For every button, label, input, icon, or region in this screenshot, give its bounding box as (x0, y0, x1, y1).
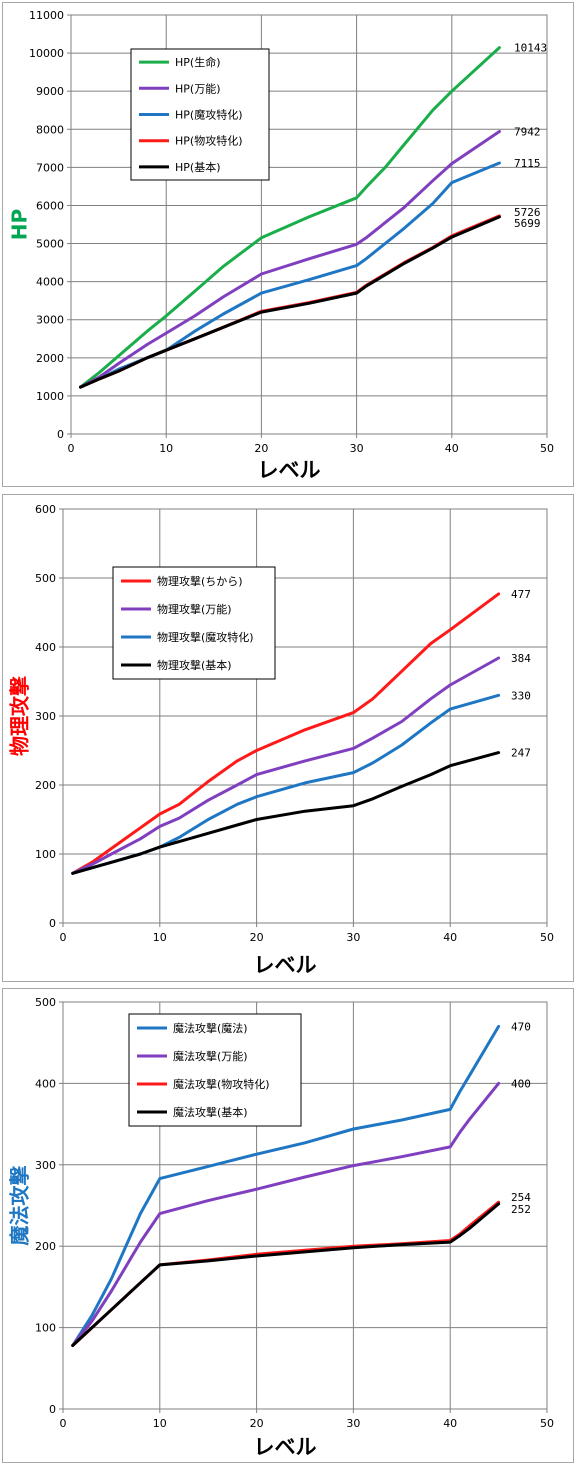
y-tick-label: 6000 (36, 199, 64, 212)
x-tick-label: 40 (445, 442, 459, 455)
y-tick-label: 400 (35, 641, 56, 654)
series-line-物理攻撃-基本 (71, 751, 501, 875)
x-tick-label: 50 (540, 931, 554, 944)
series-end-label: 254 (511, 1191, 531, 1204)
x-tick-label: 50 (540, 442, 554, 455)
hp-chart-panel: 0 1000 2000 3000 4000 5000 6000 7000 8000 9000 100… (2, 2, 574, 487)
series-end-label: 10143 (514, 42, 547, 55)
series-end-label: 252 (511, 1203, 531, 1216)
x-axis-title: レベル (258, 458, 321, 482)
x-axis-title: レベル (254, 953, 317, 977)
x-tick-label: 30 (350, 442, 364, 455)
y-tick-label: 1000 (36, 390, 64, 403)
physical-attack-chart-panel: 0 100 200 300 400 500 600 0 10 20 30 40 50 477 384 330 2… (2, 494, 574, 982)
series-end-label: 400 (511, 1077, 531, 1090)
y-tick-label: 11000 (29, 9, 64, 22)
x-tick-label: 0 (60, 1417, 67, 1430)
series-end-label: 247 (511, 747, 531, 760)
legend-entry: 物理攻撃(万能) (157, 602, 232, 616)
legend-box (112, 566, 276, 680)
legend-entry: 魔法攻撃(物攻特化) (173, 1077, 270, 1091)
y-tick-label: 3000 (36, 314, 64, 327)
series-line-HP-万能 (79, 130, 501, 389)
legend-entry: HP(生命) (175, 55, 221, 69)
y-tick-label: 200 (35, 1240, 56, 1253)
hp-chart: 0100020003000400050006000700080009000100… (8, 9, 555, 482)
y-tick-label: 600 (35, 503, 56, 516)
y-tick-label: 5000 (36, 238, 64, 251)
series-end-label: 330 (511, 689, 531, 702)
x-tick-label: 40 (443, 1417, 457, 1430)
x-tick-label: 20 (250, 931, 264, 944)
series-line-物理攻撃-ちから (71, 592, 501, 875)
legend-entry: 物理攻撃(ちから) (157, 574, 243, 588)
y-axis-title: HP (8, 209, 32, 240)
y-tick-label: 300 (35, 1159, 56, 1172)
y-tick-label: 300 (35, 710, 56, 723)
y-tick-label: 500 (35, 572, 56, 585)
x-tick-label: 10 (153, 1417, 167, 1430)
x-tick-label: 40 (443, 931, 457, 944)
physical-attack-chart: 0 100 200 300 400 500 600 0 10 20 30 40 50 477 384 330 2… (8, 503, 555, 977)
y-tick-label: 2000 (36, 352, 64, 365)
series-line-HP-基本 (79, 215, 501, 389)
series-line-魔法攻撃-万能 (71, 1081, 501, 1347)
series-end-label: 384 (511, 652, 531, 665)
y-tick-label: 7000 (36, 161, 64, 174)
legend-entry: 物理攻撃(基本) (157, 658, 232, 672)
y-tick-label: 0 (57, 428, 64, 441)
x-tick-label: 30 (346, 931, 360, 944)
x-tick-label: 10 (159, 442, 173, 455)
series-end-label: 7115 (514, 157, 541, 170)
legend-entry: HP(魔攻特化) (175, 108, 243, 122)
y-tick-label: 8000 (36, 123, 64, 136)
x-tick-label: 0 (60, 931, 67, 944)
series-end-label: 5699 (514, 217, 541, 230)
x-tick-label: 10 (153, 931, 167, 944)
series-line-魔法攻撃-魔法 (71, 1024, 501, 1347)
y-tick-label: 4000 (36, 276, 64, 289)
x-tick-label: 0 (68, 442, 75, 455)
y-tick-label: 400 (35, 1077, 56, 1090)
legend-entry: 物理攻撃(魔攻特化) (157, 630, 254, 644)
y-axis-title: 物理攻撃 (8, 676, 32, 756)
series-end-label: 477 (511, 588, 531, 601)
series-line-物理攻撃-万能 (71, 656, 501, 875)
legend-box (128, 1013, 302, 1127)
x-tick-label: 50 (540, 1417, 554, 1430)
legend-entry: HP(万能) (175, 81, 221, 95)
series-end-label: 7942 (514, 125, 541, 138)
y-tick-label: 0 (49, 917, 56, 930)
legend-entry: 魔法攻撃(万能) (173, 1049, 248, 1063)
y-tick-label: 100 (35, 848, 56, 861)
y-axis-title: 魔法攻撃 (8, 1166, 32, 1246)
y-tick-label: 10000 (29, 47, 64, 60)
magic-attack-chart-panel: 0 100 200 300 400 500 0 10 20 30 40 50 470 400 254 252 魔… (2, 988, 574, 1463)
series-end-label: 470 (511, 1020, 531, 1033)
series-line-HP-生命 (79, 46, 501, 389)
legend-entry: HP(物攻特化) (175, 134, 243, 148)
legend-entry: 魔法攻撃(基本) (173, 1105, 248, 1119)
series-end-label: 5726 (514, 206, 541, 219)
legend-entry: HP(基本) (175, 160, 221, 174)
x-axis-title: レベル (254, 1435, 317, 1459)
x-tick-label: 20 (254, 442, 268, 455)
y-tick-label: 9000 (36, 85, 64, 98)
x-tick-label: 20 (250, 1417, 264, 1430)
y-tick-label: 200 (35, 779, 56, 792)
y-tick-label: 100 (35, 1322, 56, 1335)
legend-entry: 魔法攻撃(魔法) (173, 1021, 248, 1035)
y-tick-label: 500 (35, 996, 56, 1009)
x-tick-label: 30 (346, 1417, 360, 1430)
series-line-魔法攻撃-基本 (71, 1202, 501, 1347)
y-tick-label: 0 (49, 1403, 56, 1416)
